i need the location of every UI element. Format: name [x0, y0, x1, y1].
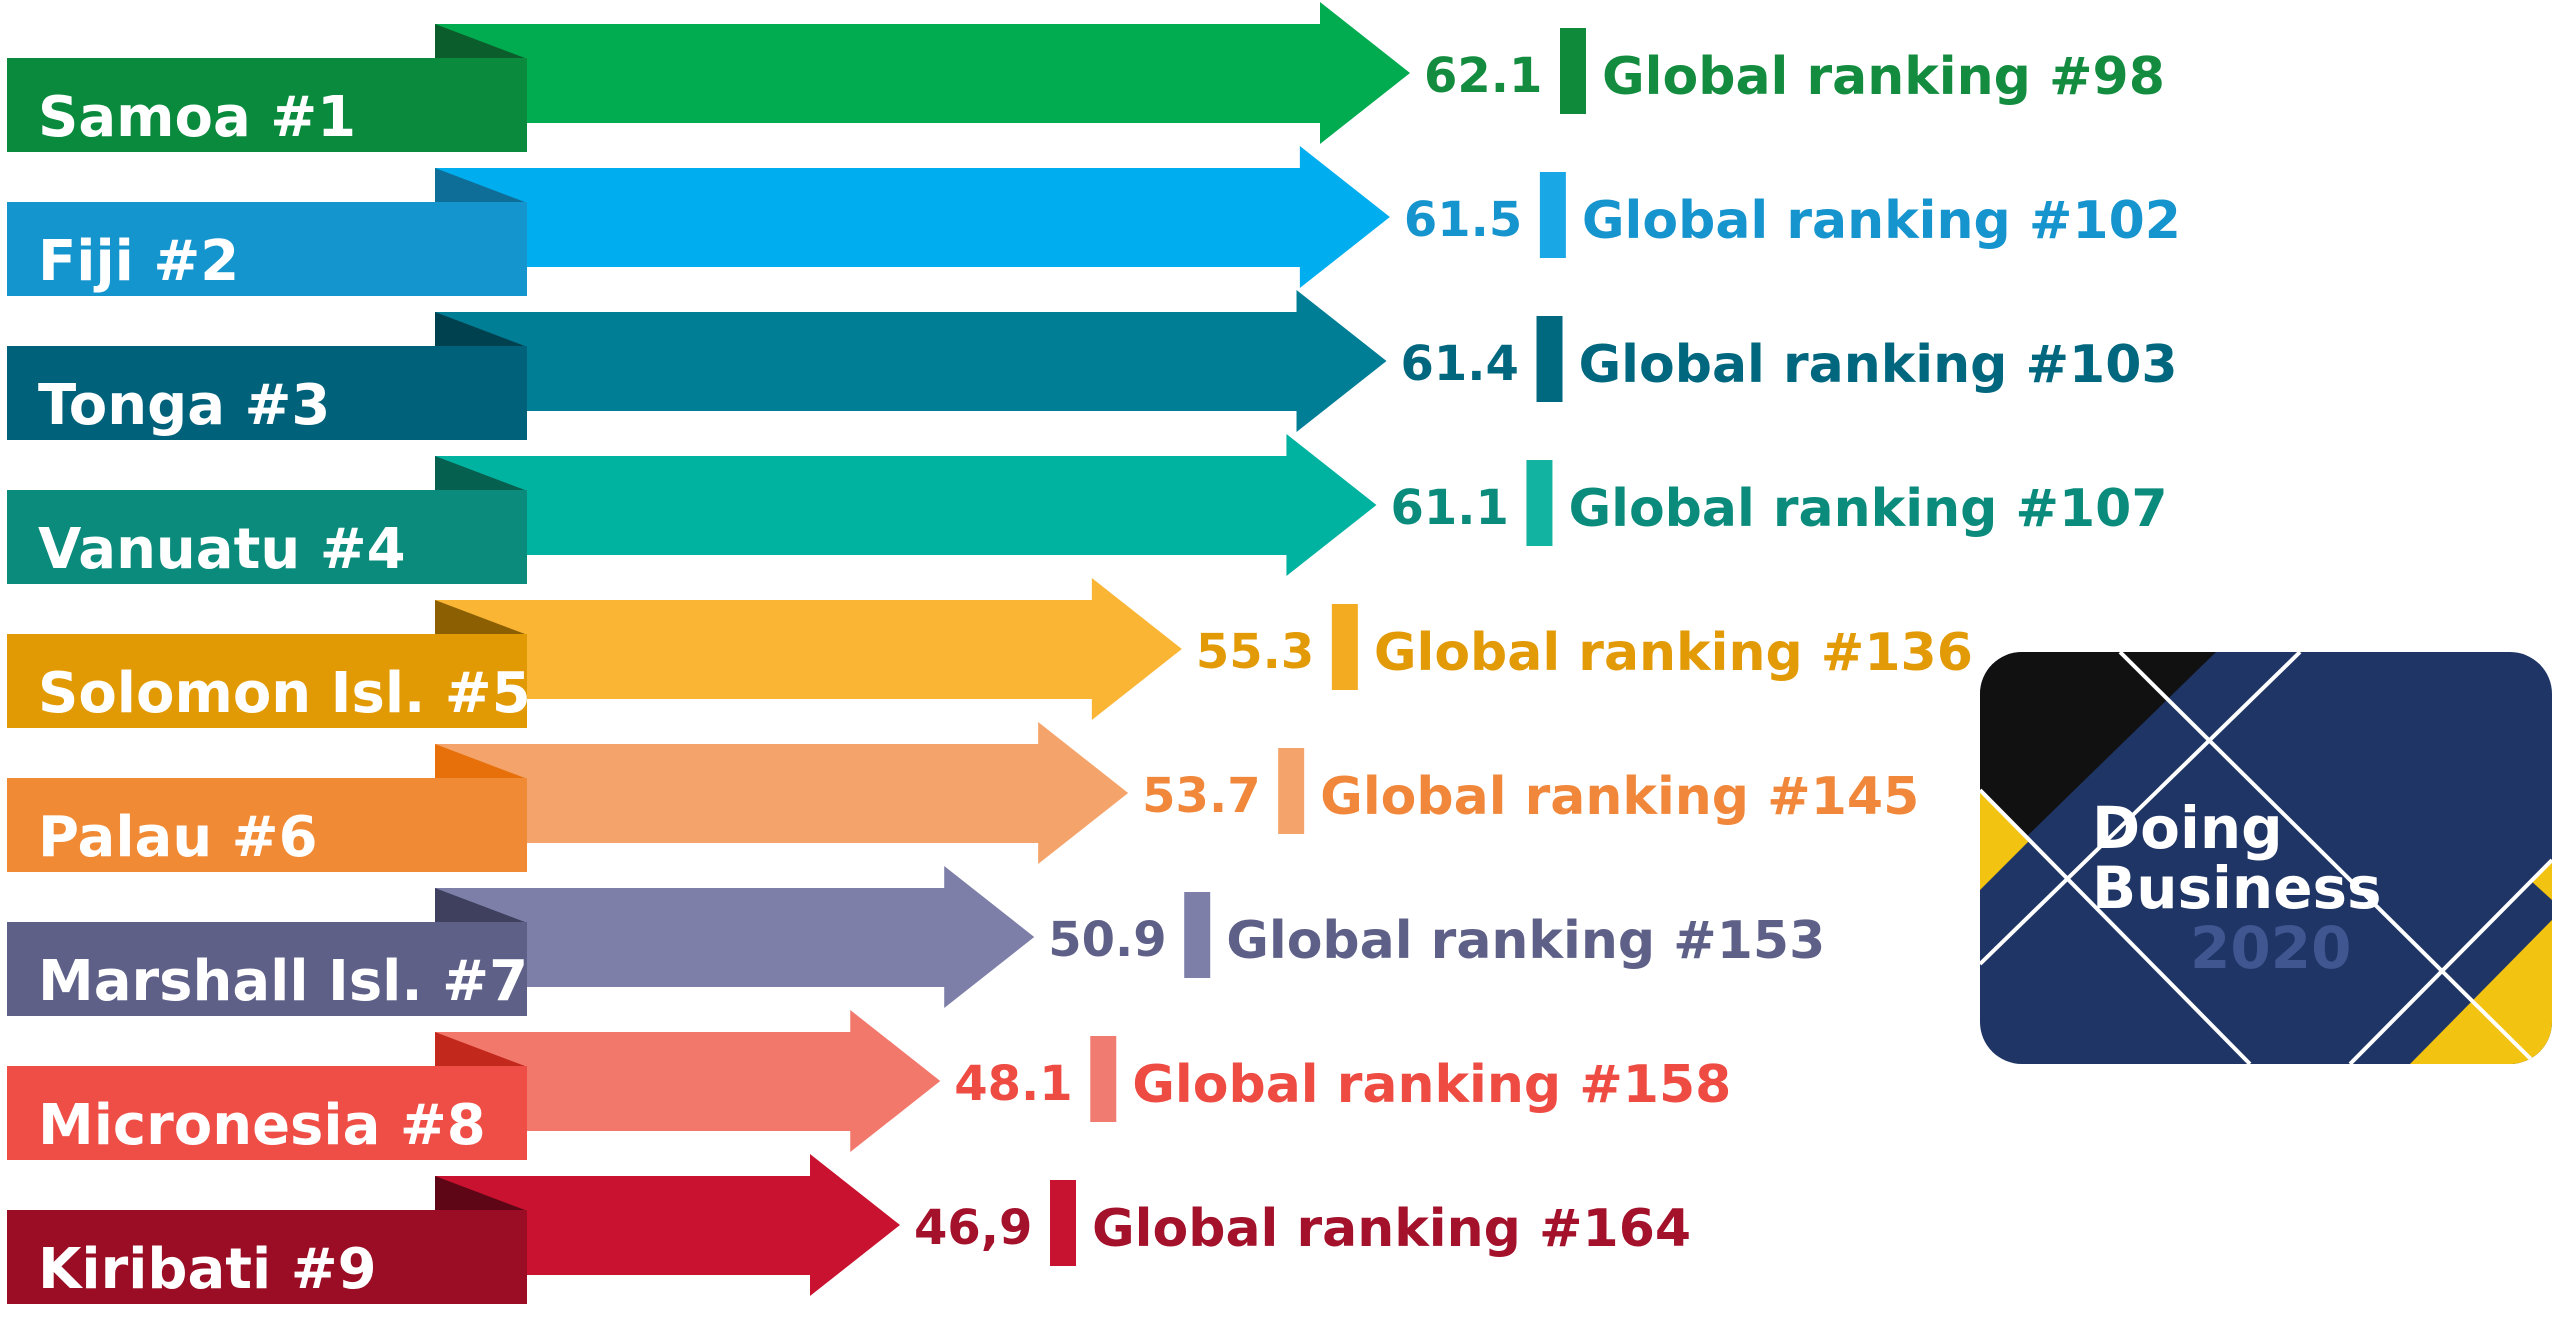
ribbon-fold	[435, 744, 525, 784]
ranking-marker	[1526, 460, 1553, 546]
ranking-marker	[1184, 892, 1211, 978]
logo-diagonal-line	[1980, 652, 2302, 966]
global-ranking-label: Global ranking #136	[1374, 623, 1973, 683]
ranking-marker	[1090, 1036, 1117, 1122]
category-label-tab	[7, 1066, 527, 1160]
data-label-score: 55.3	[1196, 624, 1314, 680]
global-ranking-label: Global ranking #158	[1132, 1055, 1731, 1115]
logo-diagonal-line	[2348, 858, 2552, 1064]
ribbon-fold	[435, 1176, 525, 1216]
data-label-score: 61.4	[1401, 336, 1519, 392]
data-label-score: 50.9	[1048, 912, 1166, 968]
logo-text-year: 2020	[2190, 914, 2351, 982]
ribbon-fold	[435, 24, 525, 64]
ribbon-fold	[435, 312, 525, 352]
category-label: Fiji #2	[38, 229, 239, 294]
global-ranking-label: Global ranking #145	[1320, 767, 1919, 827]
logo-yellow-left-shape	[1980, 790, 2030, 890]
category-label: Palau #6	[38, 805, 318, 870]
category-label: Tonga #3	[38, 373, 330, 438]
ribbon-fold	[435, 168, 525, 208]
global-ranking-label: Global ranking #164	[1092, 1199, 1691, 1259]
category-label-tab	[7, 1210, 527, 1304]
global-ranking-label: Global ranking #107	[1568, 479, 2167, 539]
category-label-tab	[7, 634, 527, 728]
doing-business-2020-logo: Doing Business 2020	[1980, 652, 2552, 1064]
global-ranking-label: Global ranking #102	[1582, 191, 2181, 251]
chart-bar-arrow	[435, 290, 1387, 432]
category-label: Samoa #1	[38, 85, 356, 150]
ribbon-fold	[435, 1032, 525, 1072]
category-label-tab	[7, 346, 527, 440]
ribbon-fold	[435, 888, 525, 928]
data-label-score: 53.7	[1142, 768, 1260, 824]
ranking-marker	[1536, 316, 1563, 402]
logo-text-doing: Doing	[2092, 794, 2283, 862]
global-ranking-label: Global ranking #98	[1602, 47, 2165, 107]
chart-bar-arrow	[435, 2, 1410, 144]
ranking-marker	[1560, 28, 1586, 114]
category-label: Micronesia #8	[38, 1093, 486, 1158]
global-ranking-label: Global ranking #153	[1226, 911, 1825, 971]
category-label-tab	[7, 778, 527, 872]
chart-bar-arrow	[435, 578, 1182, 720]
logo-black-triangle	[1980, 652, 2216, 882]
logo-diagonal-line	[1980, 788, 2252, 1064]
category-label: Vanuatu #4	[38, 517, 406, 582]
category-label: Solomon Isl. #5	[38, 661, 531, 726]
chart-bar-arrow	[435, 1154, 900, 1296]
chart-rows: Samoa #1 62.1 Global ranking #98 Fiji #2 61.…	[7, 2, 2181, 1304]
logo-yellow-right-shape	[2410, 920, 2552, 1064]
ribbon-fold	[435, 600, 525, 640]
chart-bar-arrow	[435, 434, 1377, 576]
global-ranking-label: Global ranking #103	[1579, 335, 2178, 395]
chart-bar-arrow	[435, 146, 1390, 288]
logo-diagonal-line	[2118, 652, 2552, 1064]
logo-yellow-right-corner	[2530, 860, 2552, 900]
chart-bar-arrow	[435, 722, 1129, 864]
data-label-score: 61.1	[1390, 480, 1508, 536]
data-label-score: 48.1	[954, 1056, 1072, 1112]
data-label-score: 46,9	[914, 1200, 1032, 1256]
ranking-marker	[1539, 172, 1566, 258]
data-label-score: 61.5	[1404, 192, 1522, 248]
logo-text-business: Business	[2092, 854, 2382, 922]
category-label: Kiribati #9	[38, 1237, 377, 1302]
chart-bar-arrow	[435, 866, 1035, 1008]
category-label-tab	[7, 922, 527, 1016]
ribbon-fold	[435, 456, 525, 496]
ranking-marker	[1278, 748, 1305, 834]
ranking-marker	[1331, 604, 1358, 690]
category-label: Marshall Isl. #7	[38, 949, 528, 1014]
ranking-marker	[1050, 1180, 1076, 1266]
category-label-tab	[7, 490, 527, 584]
chart-bar-arrow	[435, 1010, 941, 1152]
category-label-tab	[7, 58, 527, 152]
data-label-score: 62.1	[1424, 48, 1542, 104]
category-label-tab	[7, 202, 527, 296]
